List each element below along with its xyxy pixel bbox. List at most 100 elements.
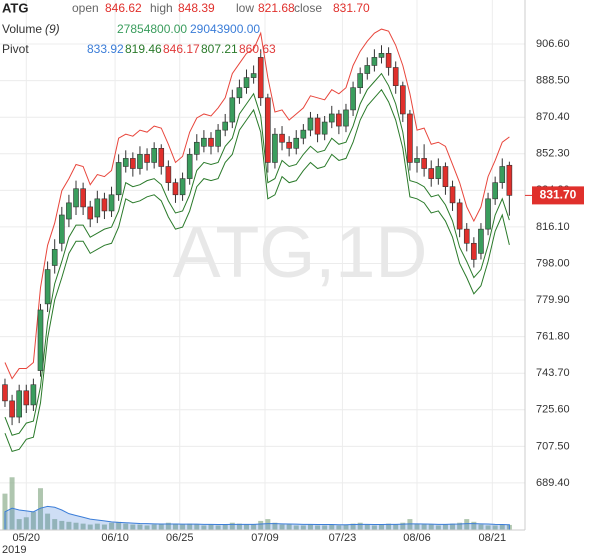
volume-bar — [279, 524, 285, 530]
volume-bar — [137, 524, 143, 530]
candle-body — [293, 137, 300, 149]
candle-body — [37, 309, 44, 371]
volume-bar — [322, 525, 328, 530]
volume-bar — [307, 524, 313, 530]
volume-bar — [172, 523, 178, 530]
candle-body — [215, 129, 221, 147]
candle-body — [279, 133, 285, 143]
candle-body — [428, 168, 435, 179]
x-tick-label: 07/09 — [251, 532, 279, 544]
volume-bar — [251, 524, 257, 530]
candle-body — [478, 228, 484, 254]
close-label: close — [294, 1, 322, 15]
volume-bar — [101, 524, 107, 530]
high-value: 848.39 — [178, 1, 215, 15]
volume-bar — [371, 525, 377, 530]
candle-body — [122, 158, 129, 167]
volume-bar — [407, 519, 413, 530]
candle-body — [350, 87, 356, 111]
volume-bar — [109, 522, 115, 530]
candle-body — [407, 113, 413, 163]
candle-body — [392, 67, 399, 86]
volume-bar — [272, 522, 278, 530]
y-tick-label: 816.10 — [536, 221, 570, 233]
volume-bar — [478, 524, 484, 530]
volume-bar — [258, 520, 264, 530]
y-tick-label: 798.00 — [536, 257, 570, 269]
y-tick-label: 761.80 — [536, 331, 570, 343]
volume-ma-value: 29043900.00 — [190, 22, 260, 36]
candle-body — [130, 158, 136, 169]
x-tick-label: 08/06 — [403, 532, 431, 544]
volume-bar — [80, 523, 86, 530]
y-tick-label: 725.60 — [536, 404, 570, 416]
volume-bar — [94, 523, 100, 530]
volume-bar — [386, 523, 392, 530]
candle-body — [265, 97, 271, 163]
volume-value: 27854800.00 — [117, 22, 187, 36]
pivot-value: 807.21 — [201, 42, 238, 56]
volume-bar — [336, 525, 342, 530]
candle-body — [463, 228, 470, 244]
candle-body — [51, 249, 58, 266]
volume-bar — [329, 524, 335, 530]
last-price-label: 831.70 — [540, 188, 577, 202]
volume-bar — [343, 524, 349, 530]
volume-bar — [165, 522, 171, 530]
volume-bar — [229, 522, 235, 530]
y-tick-label: 852.30 — [536, 148, 570, 160]
candle-body — [186, 154, 193, 179]
volume-label: Volume — [2, 22, 42, 36]
candle-body — [272, 133, 278, 163]
candle-body — [2, 384, 8, 402]
volume-bar — [180, 524, 186, 530]
volume-bar — [151, 524, 157, 530]
volume-bar — [201, 525, 207, 530]
pivot-value: 833.92 — [87, 42, 124, 56]
y-tick-label: 870.40 — [536, 111, 570, 123]
volume-bar — [300, 525, 306, 530]
volume-bar — [286, 524, 292, 530]
candle-body — [137, 154, 143, 169]
open-label: open — [72, 1, 99, 15]
x-tick-label: 06/10 — [101, 532, 129, 544]
candle-body — [357, 73, 363, 88]
volume-bar — [293, 525, 299, 530]
volume-bar — [194, 524, 200, 530]
candle-body — [364, 65, 371, 74]
candle-body — [456, 202, 463, 230]
candle-body — [16, 390, 22, 418]
volume-bar — [215, 525, 221, 530]
volume-bar — [30, 511, 36, 530]
volume-bar — [364, 524, 370, 530]
volume-bar — [464, 519, 470, 530]
candle-body — [151, 148, 157, 163]
y-tick-label: 689.40 — [536, 477, 570, 489]
candle-body — [59, 214, 65, 244]
candle-body — [343, 109, 349, 127]
candle-body — [87, 206, 94, 220]
volume-bar — [421, 524, 427, 530]
candle-body — [449, 186, 456, 204]
open-value: 846.62 — [105, 1, 142, 15]
volume-bar — [144, 525, 150, 530]
y-tick-label: 743.70 — [536, 367, 570, 379]
candle-body — [158, 148, 165, 167]
y-tick-label: 779.90 — [536, 294, 570, 306]
candle-body — [506, 164, 513, 196]
volume-bar — [16, 519, 22, 530]
low-label: low — [236, 1, 254, 15]
band-line — [4, 72, 510, 436]
candle-body — [172, 182, 179, 196]
high-label: high — [150, 1, 173, 15]
volume-bar — [457, 522, 463, 530]
volume-ma-area — [4, 505, 510, 531]
volume-bar — [87, 524, 93, 530]
candle-body — [492, 182, 498, 200]
volume-bar — [66, 521, 72, 530]
candle-body — [442, 166, 449, 188]
candle-body — [229, 97, 236, 123]
y-tick-label: 906.60 — [536, 38, 570, 50]
volume-bar — [357, 522, 363, 530]
